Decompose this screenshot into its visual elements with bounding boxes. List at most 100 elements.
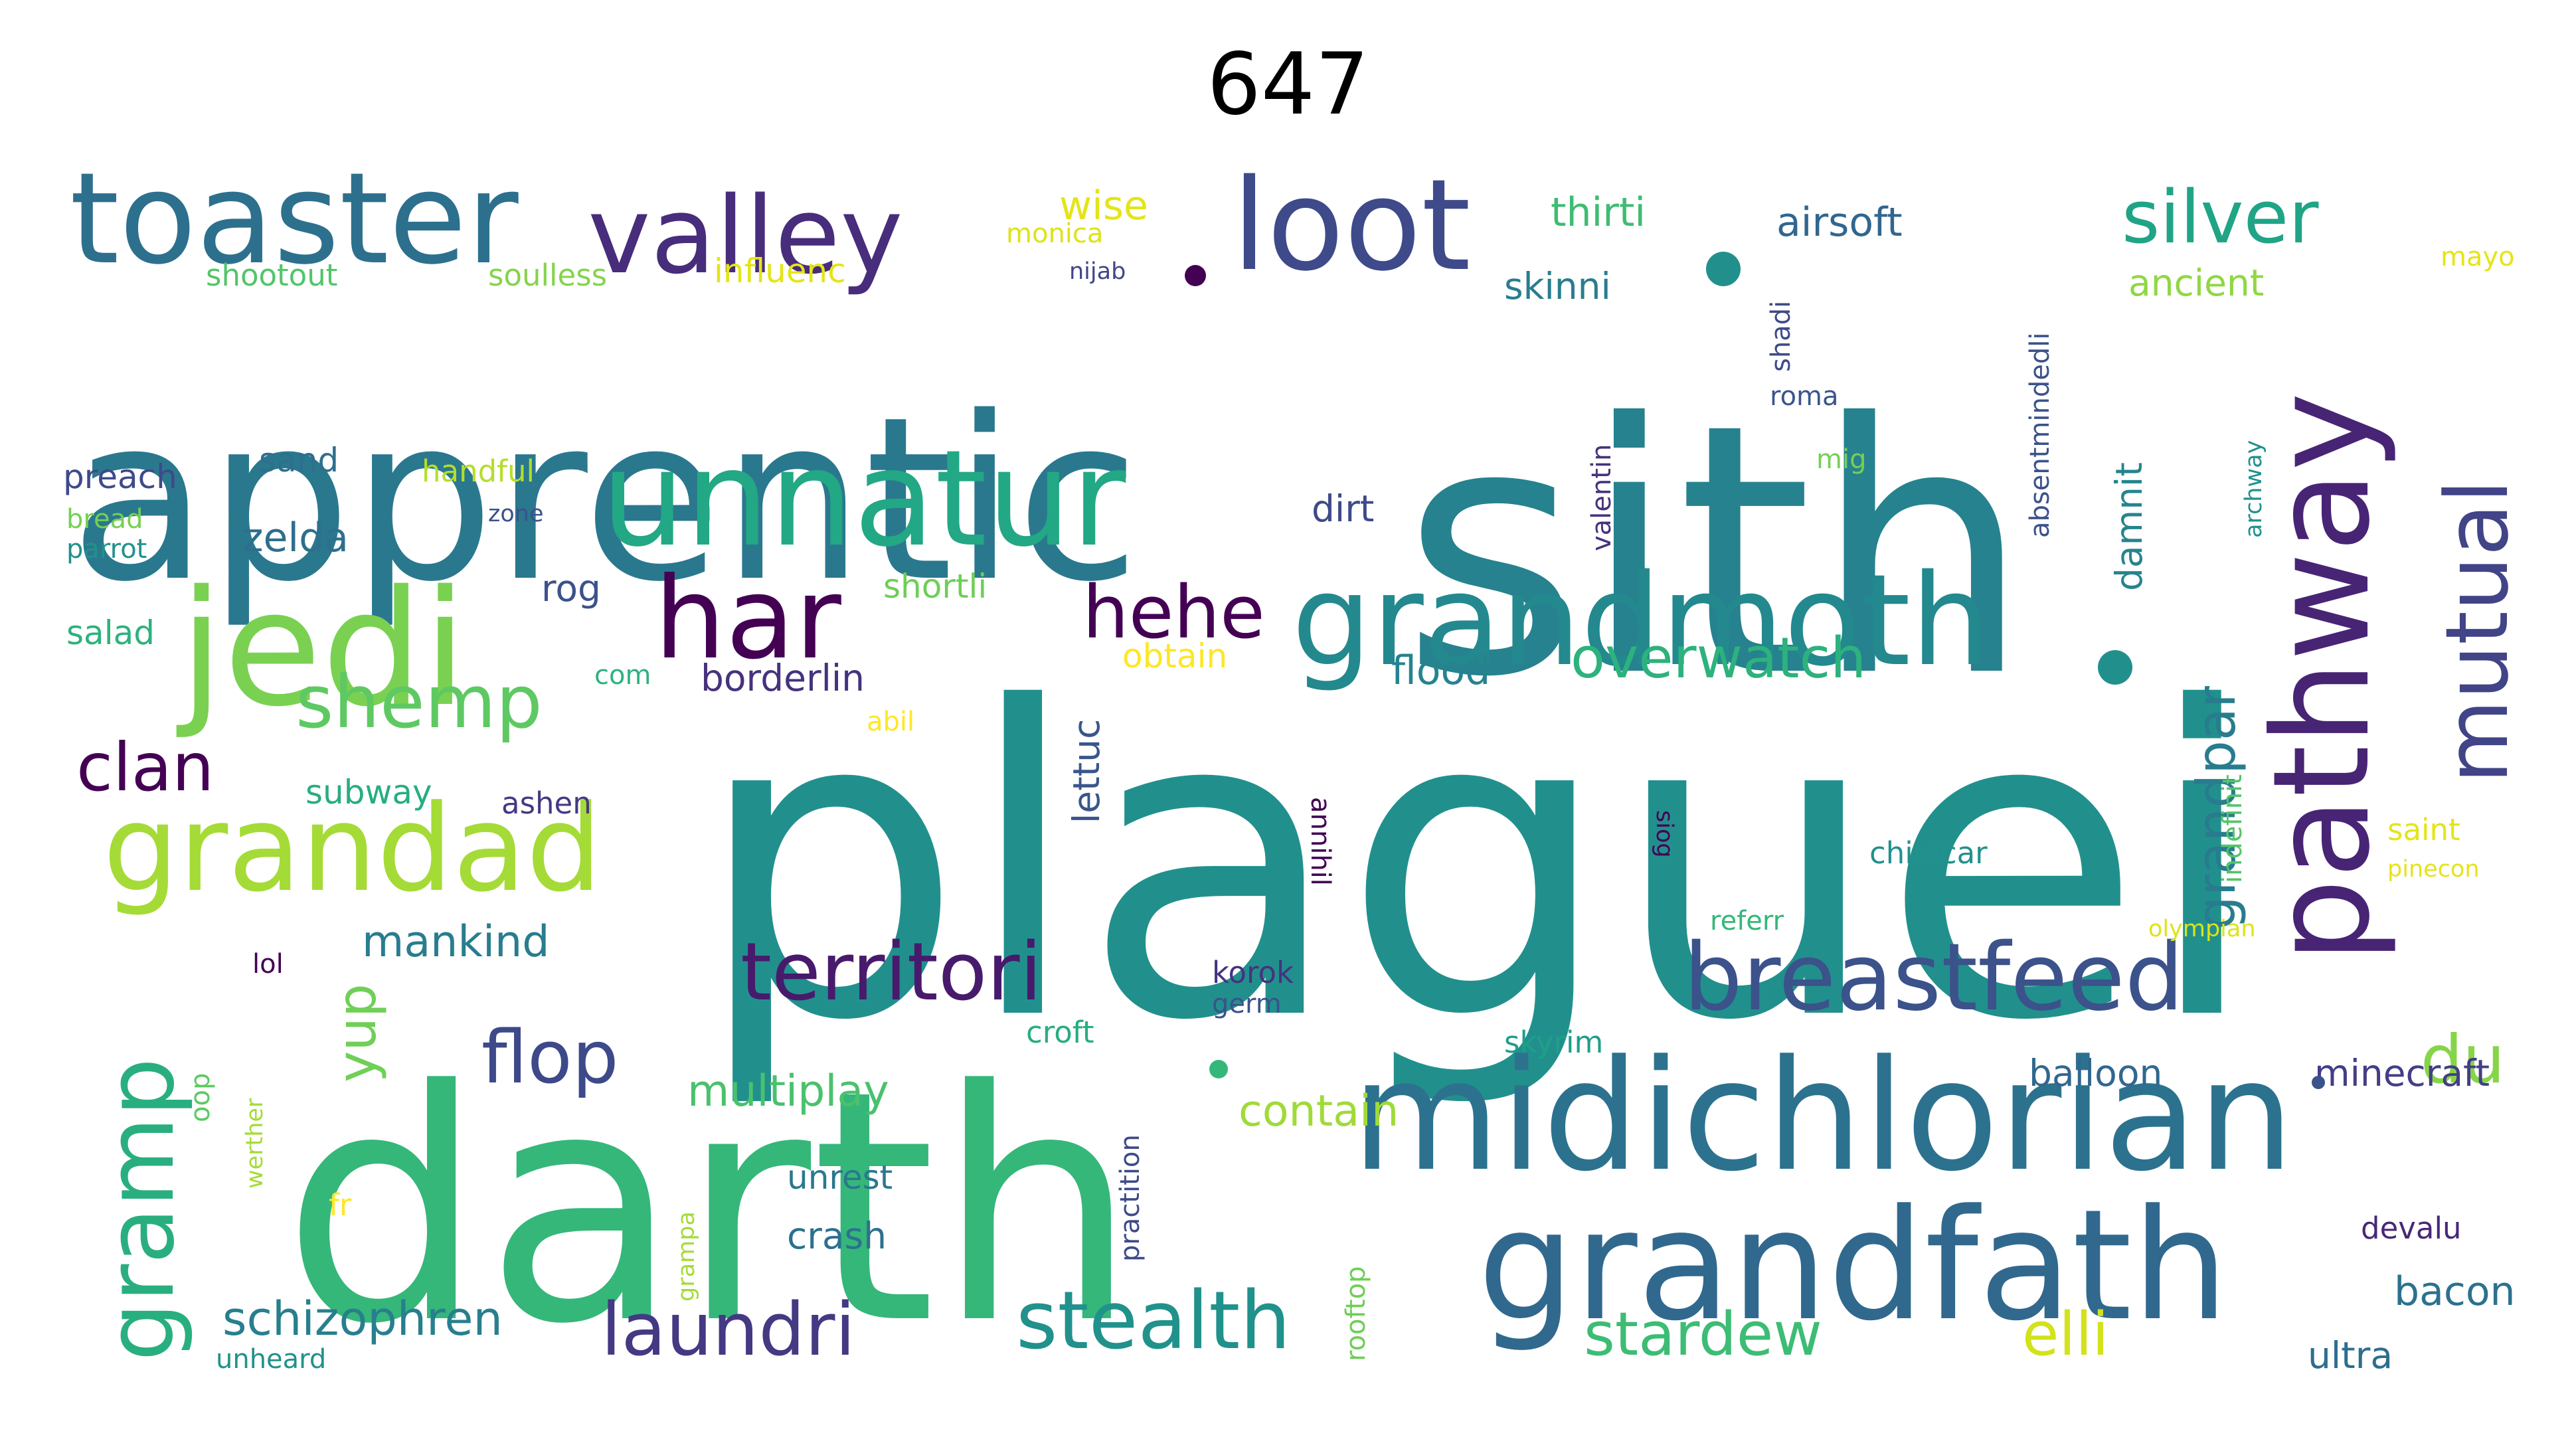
stray-dot — [1185, 265, 1206, 286]
word-stardew: stardew — [1584, 1300, 1822, 1369]
word-childcar: childcar — [1869, 835, 1988, 871]
stray-dot — [1706, 252, 1741, 286]
word-stealth: stealth — [1016, 1275, 1290, 1367]
word-crash: crash — [787, 1215, 887, 1257]
word-jedi: jedi — [176, 556, 467, 742]
word-unnatur: unnatur — [601, 422, 1126, 576]
word-breastfeed: breastfeed — [1683, 924, 2184, 1032]
word-practition: practition — [1115, 1134, 1146, 1262]
word-shadi: shadi — [1766, 301, 1796, 372]
word-salad: salad — [66, 614, 155, 652]
word-grampa: grampa — [673, 1211, 700, 1302]
word-overwatch: overwatch — [1571, 626, 1866, 691]
word-airsoft: airsoft — [1776, 199, 1903, 246]
word-referr: referr — [1710, 906, 1784, 936]
word-croft: croft — [1026, 1015, 1094, 1050]
word-shortli: shortli — [883, 567, 987, 606]
word-du: du — [2421, 1021, 2505, 1098]
word-yup: yup — [326, 983, 388, 1082]
word-saint: saint — [2387, 812, 2460, 847]
word-sand: sand — [259, 441, 339, 479]
word-zelda: zelda — [242, 515, 349, 561]
word-monica: monica — [1006, 218, 1103, 249]
figure-title: 647 — [1207, 35, 1369, 134]
word-influenc: influenc — [714, 252, 846, 290]
word-absentmindedli: absentmindedli — [2025, 333, 2055, 538]
word-schizophren: schizophren — [222, 1292, 503, 1346]
word-annihil: annihil — [1305, 797, 1335, 886]
word-oop: oop — [185, 1073, 216, 1122]
stray-marks — [1185, 252, 2325, 1089]
word-laundri: laundri — [601, 1287, 855, 1372]
word-fr: fr — [329, 1187, 352, 1223]
word-pinecon: pinecon — [2387, 856, 2480, 883]
word-ancient: ancient — [2128, 262, 2264, 304]
word-mutual: mutual — [2427, 479, 2528, 784]
word-mig: mig — [1816, 444, 1866, 475]
word-rog: rog — [541, 567, 601, 610]
word-skinni: skinni — [1504, 265, 1611, 307]
stray-dot — [2312, 1076, 2325, 1089]
word-soulless: soulless — [488, 258, 607, 293]
word-plaguei: plaguei — [694, 618, 2261, 1113]
word-siog: siog — [1651, 810, 1677, 858]
word-skyrim: skyrim — [1504, 1025, 1603, 1060]
word-preach: preach — [63, 458, 177, 496]
word-shootout: shootout — [206, 258, 337, 293]
word-flood: flood — [1391, 647, 1490, 694]
word-damnit: damnit — [2108, 462, 2150, 591]
word-subway: subway — [305, 773, 432, 812]
word-bread: bread — [66, 504, 143, 535]
word-mayo: mayo — [2441, 242, 2515, 272]
word-archway: archway — [2241, 440, 2267, 538]
word-valentin: valentin — [1587, 444, 1617, 551]
word-territori: territori — [740, 926, 1042, 1019]
word-korok: korok — [1212, 955, 1294, 990]
word-unrest: unrest — [787, 1158, 893, 1197]
word-grandfath: grandfath — [1478, 1177, 2229, 1355]
word-devalu: devalu — [2361, 1211, 2461, 1246]
word-silver: silver — [2122, 175, 2319, 260]
word-multiplay: multiplay — [687, 1067, 889, 1116]
word-roma: roma — [1770, 381, 1839, 412]
word-grandad: grandad — [103, 780, 602, 918]
word-har: har — [654, 553, 841, 685]
word-minecraft: minecraft — [2314, 1052, 2490, 1094]
word-thirti: thirti — [1551, 189, 1646, 236]
word-valley: valley — [588, 173, 903, 298]
word-mankind: mankind — [362, 917, 550, 967]
word-handful: handful — [422, 454, 535, 489]
word-parrot: parrot — [66, 534, 147, 564]
word-nijab: nijab — [1069, 258, 1126, 285]
word-gramp: gramp — [87, 1058, 195, 1361]
word-abil: abil — [867, 707, 914, 737]
stray-dot — [1209, 1060, 1228, 1078]
word-grandpar: grandpar — [2186, 686, 2247, 930]
word-borderlin: borderlin — [701, 657, 865, 699]
word-darth: darth — [282, 1023, 1138, 1394]
word-dirt: dirt — [1312, 487, 1374, 530]
word-hehe: hehe — [1082, 570, 1265, 655]
word-ultra: ultra — [2308, 1334, 2393, 1377]
word-shemp: shemp — [296, 659, 543, 744]
word-lol: lol — [252, 949, 284, 980]
word-toaster: toaster — [70, 145, 519, 292]
word-werther: werther — [242, 1098, 268, 1189]
word-bacon: bacon — [2394, 1268, 2516, 1315]
word-loot: loot — [1232, 152, 1471, 299]
word-balloon: balloon — [2029, 1052, 2162, 1094]
word-olympian: olympian — [2148, 916, 2256, 942]
word-midichlorian: midichlorian — [1351, 1028, 2294, 1205]
word-indefinit: indefinit — [2217, 774, 2248, 883]
word-wise: wise — [1059, 183, 1148, 229]
stray-dot — [2098, 650, 2132, 685]
word-unheard: unheard — [216, 1344, 326, 1375]
word-grandmoth: grandmoth — [1292, 547, 1990, 694]
word-obtain: obtain — [1122, 637, 1227, 675]
word-cloud: plaguei darth sith apprentic midichloria… — [63, 145, 2528, 1394]
word-rooftop: rooftop — [1341, 1266, 1371, 1361]
word-ashen: ashen — [501, 786, 592, 821]
word-com: com — [594, 660, 651, 691]
word-elli: elli — [2022, 1300, 2108, 1369]
